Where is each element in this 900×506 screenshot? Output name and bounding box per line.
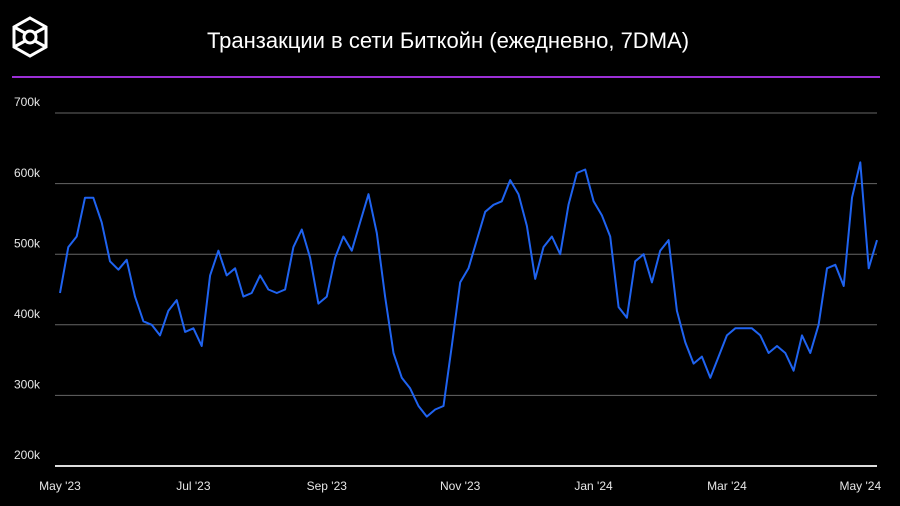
line-series — [59, 161, 878, 418]
x-tick-label: May '24 — [839, 479, 881, 493]
x-tick-label: Sep '23 — [307, 479, 348, 493]
y-tick-label: 300k — [14, 378, 41, 392]
logo — [12, 16, 48, 58]
x-tick-label: May '23 — [39, 479, 81, 493]
y-tick-label: 400k — [14, 307, 41, 321]
x-tick-label: Mar '24 — [707, 479, 747, 493]
x-tick-label: Jan '24 — [574, 479, 613, 493]
y-tick-label: 600k — [14, 166, 41, 180]
x-tick-label: Jul '23 — [176, 479, 211, 493]
y-tick-label: 500k — [14, 236, 41, 250]
chart-title: Транзакции в сети Биткойн (ежедневно, 7D… — [207, 28, 689, 53]
y-tick-label: 200k — [14, 448, 41, 462]
x-tick-label: Nov '23 — [440, 479, 481, 493]
y-tick-label: 700k — [14, 95, 41, 109]
